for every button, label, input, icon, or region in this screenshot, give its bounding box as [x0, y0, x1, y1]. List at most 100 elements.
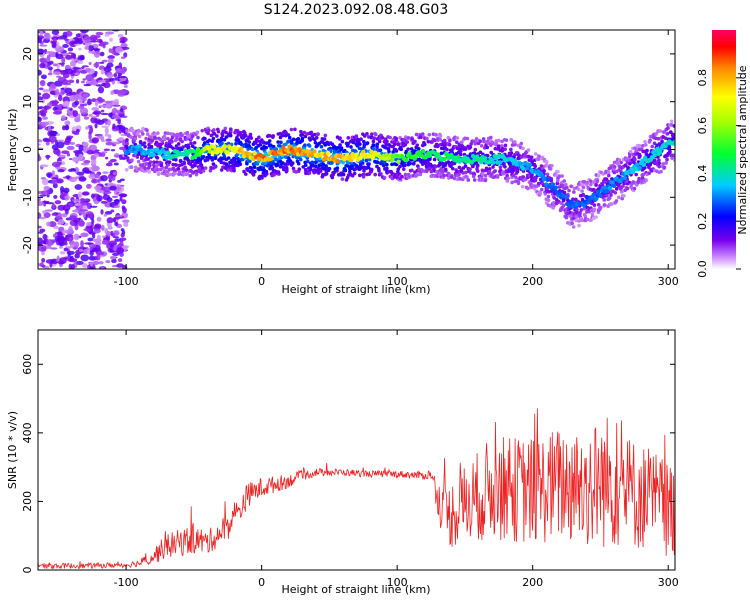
- spectrum-cell: [545, 159, 549, 164]
- spectrum-cell: [572, 190, 576, 194]
- noise-blob: [105, 260, 111, 264]
- snr-xtick-label: -100: [114, 576, 139, 589]
- spectrum-cell: [136, 159, 141, 164]
- ridge-cell: [581, 203, 587, 208]
- noise-blob: [80, 232, 89, 238]
- ridge-cell: [268, 156, 274, 162]
- noise-blob: [88, 45, 94, 52]
- spectrum-cell: [622, 194, 626, 198]
- noise-blob: [112, 252, 120, 256]
- spectrum-cell: [335, 166, 340, 170]
- spectrum-cell: [341, 172, 346, 177]
- noise-blob: [61, 150, 70, 155]
- spectrum-cell: [569, 184, 573, 189]
- ridge-cell: [165, 150, 171, 155]
- noise-blob: [108, 179, 112, 183]
- noise-blob: [41, 251, 45, 256]
- spectrum-cell: [664, 136, 668, 141]
- noise-blob: [79, 218, 84, 224]
- spectrum-cell: [468, 167, 472, 171]
- spectrum-cell: [568, 214, 572, 218]
- spectrum-cell: [495, 175, 500, 179]
- noise-blob: [54, 200, 62, 205]
- ridge-cell: [474, 154, 480, 159]
- noise-blob: [100, 266, 105, 269]
- spectrum-cell: [432, 157, 437, 162]
- noise-blob: [51, 177, 59, 180]
- noise-blob: [110, 90, 115, 96]
- spectrum-cell: [228, 133, 233, 138]
- spectrum-cell: [276, 170, 281, 174]
- spectrum-cell: [557, 185, 562, 189]
- spectrum-cell: [364, 158, 369, 163]
- noise-blob: [117, 119, 121, 125]
- noise-blob: [38, 37, 43, 43]
- noise-blob: [107, 134, 112, 139]
- spectrum-cell: [447, 142, 452, 147]
- spectrum-cell: [392, 175, 397, 179]
- spectrum-cell: [581, 185, 586, 190]
- spectrum-cell: [465, 136, 470, 141]
- noise-blob: [38, 154, 41, 161]
- spectrum-cell: [504, 138, 509, 142]
- noise-blob: [57, 104, 62, 109]
- noise-blob: [101, 239, 109, 245]
- spectrum-cell: [564, 182, 568, 187]
- spectrum-cell: [403, 143, 408, 147]
- noise-blob: [38, 139, 43, 143]
- spectrum-cell: [508, 153, 513, 158]
- spectrum-cell: [296, 137, 301, 141]
- noise-blob: [99, 61, 105, 64]
- spectrum-cell: [153, 169, 157, 174]
- spectrum-cell: [349, 166, 353, 171]
- noise-blob: [89, 261, 94, 267]
- spectrum-cell: [299, 139, 303, 144]
- noise-blob: [107, 173, 113, 180]
- noise-blob: [39, 30, 44, 36]
- noise-blob: [94, 173, 100, 179]
- spectrum-cell: [149, 144, 154, 149]
- spectrum-cell: [182, 161, 186, 166]
- spectrum-cell: [264, 145, 269, 150]
- noise-blob: [115, 186, 122, 191]
- noise-blob: [94, 201, 99, 205]
- noise-blob: [102, 171, 109, 175]
- spectrum-cell: [564, 214, 568, 219]
- noise-blob: [49, 247, 58, 250]
- noise-blob: [38, 69, 42, 76]
- noise-blob: [106, 231, 111, 237]
- spectrum-cell: [555, 178, 560, 183]
- spectrum-cell: [427, 132, 432, 137]
- spectrum-cell: [346, 141, 350, 146]
- ridge-cell: [369, 149, 374, 154]
- spectrum-cell: [124, 168, 129, 172]
- spectrum-cell: [511, 168, 516, 173]
- spectrum-cell: [515, 169, 520, 174]
- spectrum-cell: [458, 152, 463, 157]
- spectrum-cell: [188, 162, 193, 167]
- noise-blob: [83, 248, 91, 255]
- spectrum-cell: [185, 136, 190, 141]
- spectrum-cell: [261, 140, 266, 144]
- spectrum-cell: [335, 169, 339, 173]
- noise-blob: [39, 164, 49, 168]
- snr-ylabel: SNR (10 * v/v): [6, 411, 19, 489]
- spectrum-cell: [489, 135, 493, 140]
- spectrum-cell: [668, 150, 672, 155]
- noise-blob: [88, 255, 96, 261]
- noise-blob: [100, 109, 105, 113]
- noise-blob: [118, 136, 125, 141]
- spectrum-cell: [521, 146, 525, 151]
- noise-blob: [77, 55, 85, 61]
- noise-blob: [105, 156, 109, 160]
- spectrum-cell: [133, 136, 138, 141]
- spectrum-cell: [268, 134, 272, 138]
- spectrum-cell: [555, 181, 560, 186]
- noise-blob: [78, 105, 85, 110]
- spec-xtick-label: 0: [258, 275, 265, 288]
- noise-blob: [97, 86, 105, 94]
- spectrum-cell: [359, 137, 363, 142]
- noise-blob: [69, 141, 76, 145]
- spectrum-cell: [323, 133, 328, 138]
- spectrum-cell: [403, 172, 408, 177]
